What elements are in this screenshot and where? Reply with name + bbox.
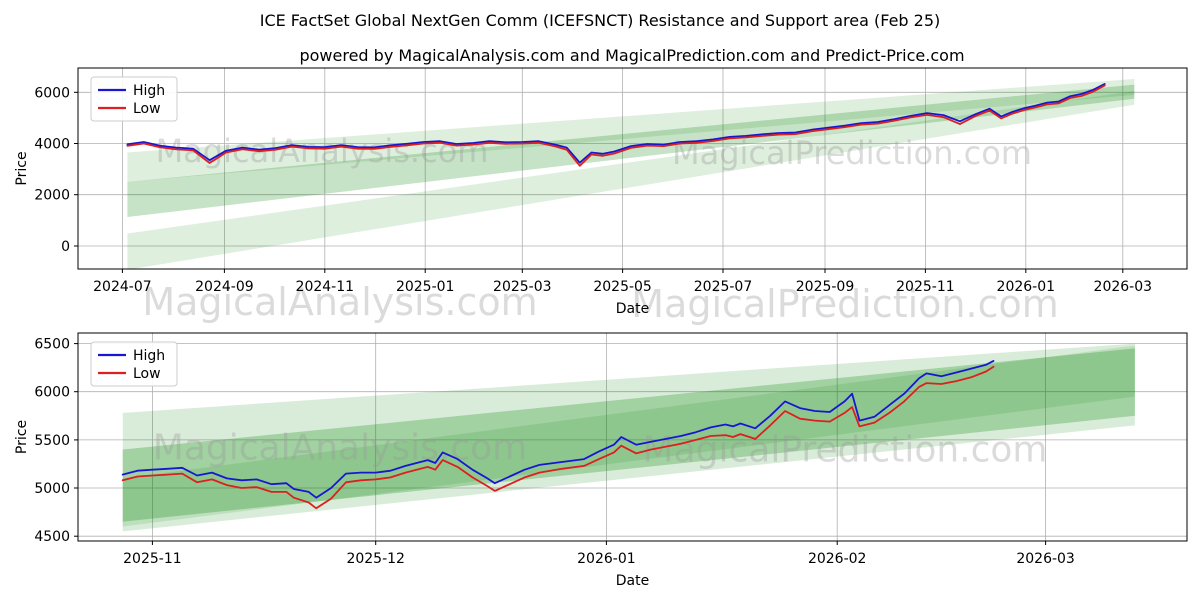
x-tick-label: 2024-07 xyxy=(93,279,152,295)
x-tick-label: 2026-02 xyxy=(808,551,867,567)
x-tick-label: 2025-11 xyxy=(896,279,955,295)
x-axis-label: Date xyxy=(616,573,649,589)
support-resistance-band xyxy=(127,79,1135,182)
figure-subtitle: powered by MagicalAnalysis.com and Magic… xyxy=(299,46,964,65)
watermark-text: MagicalPrediction.com xyxy=(643,430,1048,471)
x-tick-label: 2026-01 xyxy=(997,279,1056,295)
x-tick-label: 2024-09 xyxy=(195,279,254,295)
watermark-text: MagicalPrediction.com xyxy=(631,282,1059,326)
watermark-text: MagicalAnalysis.com xyxy=(156,132,489,170)
y-axis-label: Price xyxy=(14,420,30,454)
watermark-text: MagicalPrediction.com xyxy=(672,134,1032,172)
support-resistance-band xyxy=(127,91,1135,270)
x-tick-label: 2025-07 xyxy=(694,279,753,295)
support-resistance-band xyxy=(122,343,1135,532)
legend-high-label: High xyxy=(133,83,165,99)
low-line xyxy=(126,84,1106,167)
bottom-chart: MagicalAnalysis.com MagicalPrediction.com… xyxy=(14,332,1188,589)
x-tick-label: 2024-11 xyxy=(296,279,355,295)
legend-high-label: High xyxy=(133,348,165,364)
x-tick-label: 2025-12 xyxy=(346,551,405,567)
figure-title: ICE FactSet Global NextGen Comm (ICEFSNC… xyxy=(260,11,941,30)
x-tick-label: 2026-03 xyxy=(1016,551,1075,567)
low-line xyxy=(121,365,995,510)
y-tick-label: 4000 xyxy=(34,137,70,153)
grid xyxy=(78,68,1187,269)
x-tick-label: 2025-11 xyxy=(123,551,182,567)
x-tick-label: 2026-03 xyxy=(1094,279,1153,295)
y-axis: 4500 5000 5500 6000 6500 Price xyxy=(14,337,78,545)
y-tick-label: 5500 xyxy=(34,433,70,449)
x-tick-label: 2025-09 xyxy=(796,279,855,295)
support-resistance-band xyxy=(122,345,1135,527)
high-line xyxy=(126,83,1106,164)
y-tick-label: 6000 xyxy=(34,385,70,401)
support-resistance-band xyxy=(127,84,1135,217)
plot-border xyxy=(77,67,1188,270)
legend: High Low xyxy=(90,341,178,387)
watermark-text: MagicalAnalysis.com xyxy=(153,428,527,469)
y-tick-label: 4500 xyxy=(34,529,70,545)
y-tick-label: 5000 xyxy=(34,481,70,497)
legend-low-label: Low xyxy=(133,366,161,382)
high-line xyxy=(121,360,995,499)
y-axis-label: Price xyxy=(14,151,30,185)
y-tick-label: 0 xyxy=(61,239,70,255)
x-axis: 2025-11 2025-12 2026-01 2026-02 2026-03 Date xyxy=(123,541,1075,589)
x-axis: 2024-07 2024-09 2024-11 2025-01 2025-03 2025-… xyxy=(93,269,1152,317)
y-tick-label: 6000 xyxy=(34,85,70,101)
support-resistance-bands xyxy=(122,343,1135,532)
grid xyxy=(78,333,1187,541)
x-tick-label: 2025-01 xyxy=(396,279,455,295)
legend-box xyxy=(90,341,178,387)
x-tick-label: 2025-05 xyxy=(593,279,652,295)
top-chart: MagicalAnalysis.com MagicalPrediction.com… xyxy=(14,67,1188,326)
x-tick-label: 2025-03 xyxy=(493,279,552,295)
y-tick-label: 6500 xyxy=(34,337,70,353)
support-resistance-band xyxy=(122,348,1135,522)
legend-box xyxy=(90,76,178,122)
y-axis: 0 2000 4000 6000 Price xyxy=(14,85,78,255)
y-tick-label: 2000 xyxy=(34,188,70,204)
x-tick-label: 2026-01 xyxy=(577,551,636,567)
support-resistance-bands xyxy=(127,79,1135,270)
legend: High Low xyxy=(90,76,178,122)
plot-border xyxy=(77,332,1188,542)
watermark-text: MagicalAnalysis.com xyxy=(142,280,537,324)
x-axis-label: Date xyxy=(616,301,649,317)
legend-low-label: Low xyxy=(133,101,161,117)
